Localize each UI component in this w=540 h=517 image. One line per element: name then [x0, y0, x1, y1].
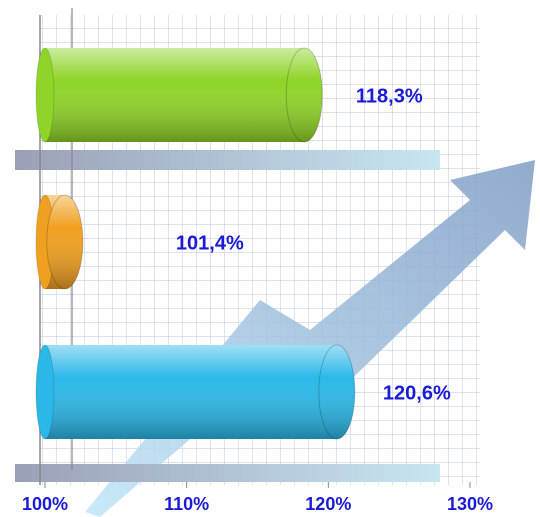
x-tick-label: 110% [164, 494, 209, 514]
bar-end [35, 47, 55, 143]
shelf [15, 464, 440, 482]
bar-shade [45, 48, 305, 142]
value-label: 101,4% [176, 232, 244, 254]
x-tick-label: 130% [447, 494, 493, 514]
bar-cap-shade [285, 47, 323, 143]
bar-shade [45, 345, 337, 439]
shelf [15, 150, 440, 170]
x-tick-label: 100% [22, 494, 68, 514]
bar-cap-shade [46, 194, 84, 290]
value-label: 120,6% [383, 382, 451, 404]
value-label: 118,3% [356, 85, 423, 107]
bar-end [35, 344, 55, 440]
bar-cap-shade [318, 344, 356, 440]
x-tick-label: 120% [305, 494, 351, 514]
